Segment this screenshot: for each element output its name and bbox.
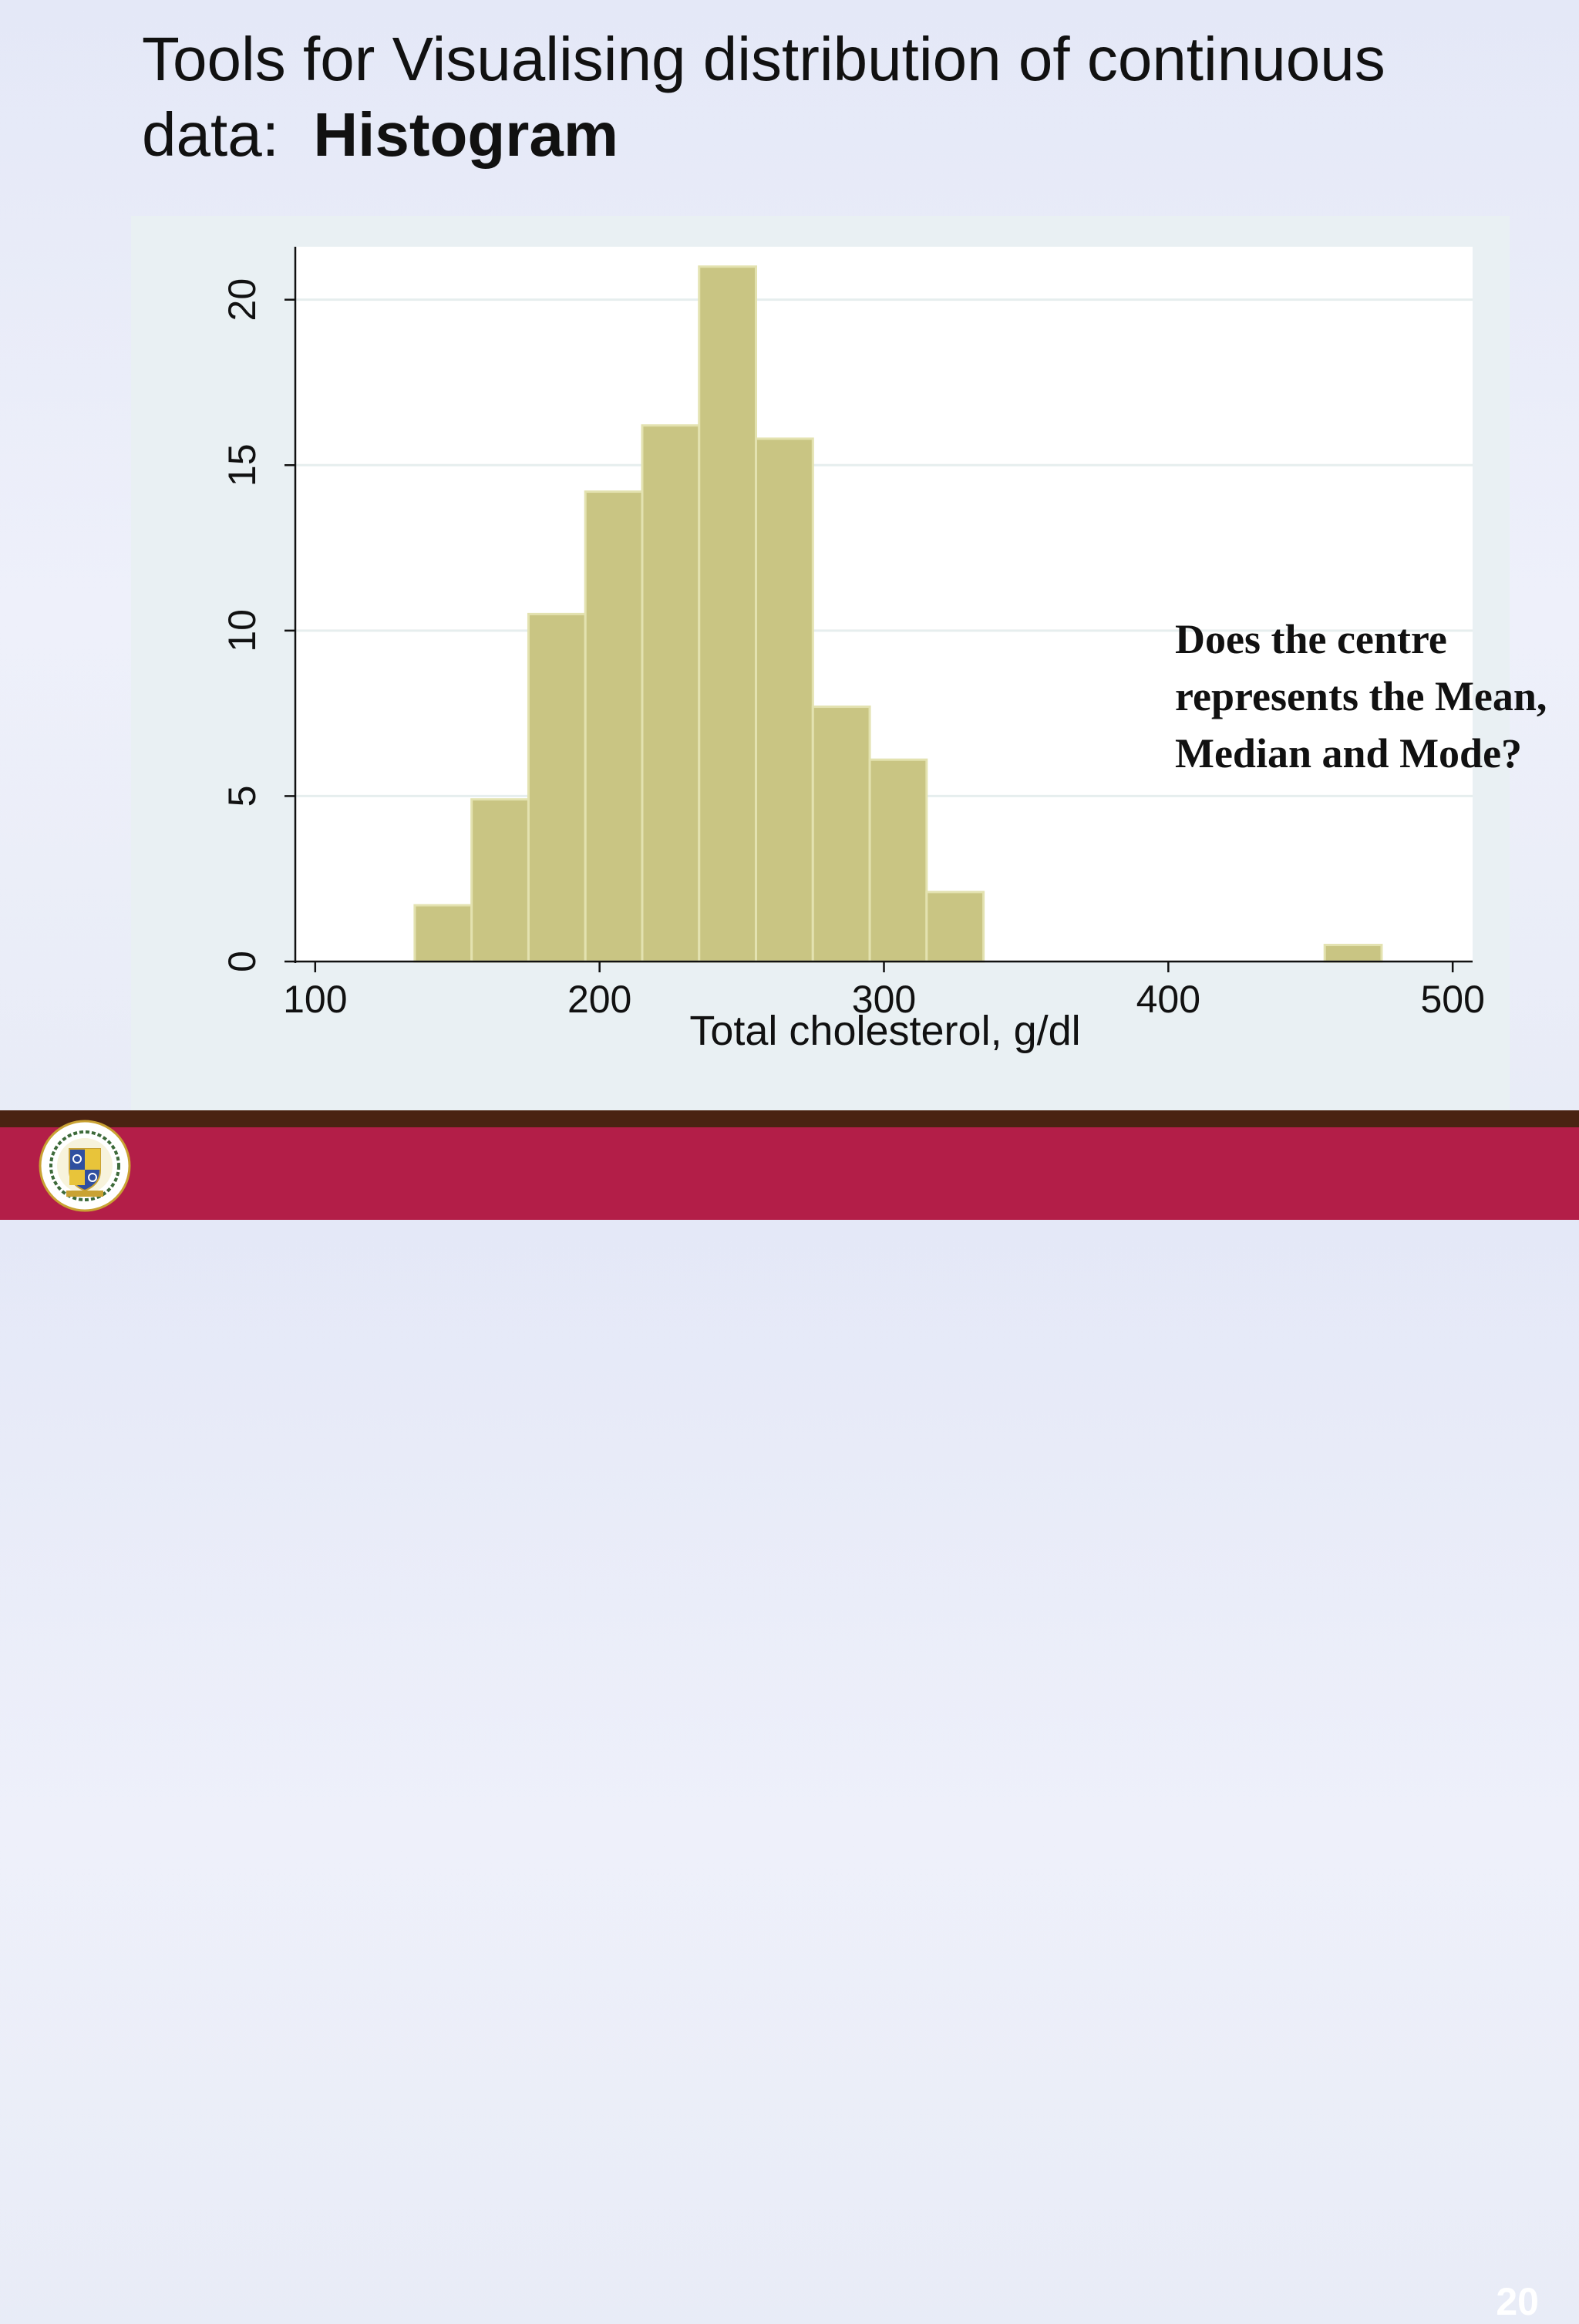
centre-question-annotation: Does the centre represents the Mean, Med… <box>1175 616 1547 776</box>
histogram-bar <box>641 424 701 963</box>
slide-title: Tools for Visualising distribution of co… <box>142 22 1514 173</box>
x-axis-title: Total cholesterol, g/dl <box>689 1008 1080 1054</box>
slide-title-keyword: Histogram <box>313 100 619 169</box>
histogram-bar <box>1323 944 1383 963</box>
histogram-panel: 0 5 10 15 20 100 200 300 400 500 Total cholestero… <box>131 216 1547 1110</box>
y-tick-label: 5 <box>221 786 264 807</box>
page-number: 20 <box>1496 2280 1539 2323</box>
gridlines <box>295 298 1473 797</box>
x-tick-label: 500 <box>1420 978 1484 1021</box>
histogram-bar <box>755 437 814 963</box>
y-tick-label: 20 <box>221 278 264 322</box>
histogram-bar <box>413 904 473 963</box>
axes: 0 5 10 15 20 100 200 300 400 500 <box>221 247 1485 1021</box>
histogram-bars <box>413 265 1383 963</box>
y-tick-label: 0 <box>221 951 264 972</box>
x-tick-label: 200 <box>567 978 631 1021</box>
footer-stripe <box>0 1110 1579 1127</box>
histogram-bar <box>527 612 587 963</box>
histogram-bar <box>698 265 758 963</box>
histogram-bar <box>811 706 871 963</box>
histogram-bar <box>584 490 644 963</box>
slide-title-line2-prefix: data: <box>142 100 314 169</box>
y-tick-label: 10 <box>221 609 264 652</box>
histogram-bar <box>868 758 928 963</box>
x-tick-label: 300 <box>852 978 916 1021</box>
y-tick-label: 15 <box>221 443 264 487</box>
slide-title-line1: Tools for Visualising distribution of co… <box>142 25 1385 93</box>
x-tick-label: 100 <box>283 978 347 1021</box>
footer-band: 20 <box>0 1127 1579 2323</box>
histogram-bar <box>925 891 985 963</box>
x-tick-label: 400 <box>1136 978 1200 1021</box>
histogram-chart: 0 5 10 15 20 100 200 300 400 500 Total cholestero… <box>221 247 1485 1054</box>
histogram-bar <box>470 798 530 963</box>
university-seal-icon <box>39 1120 131 1212</box>
